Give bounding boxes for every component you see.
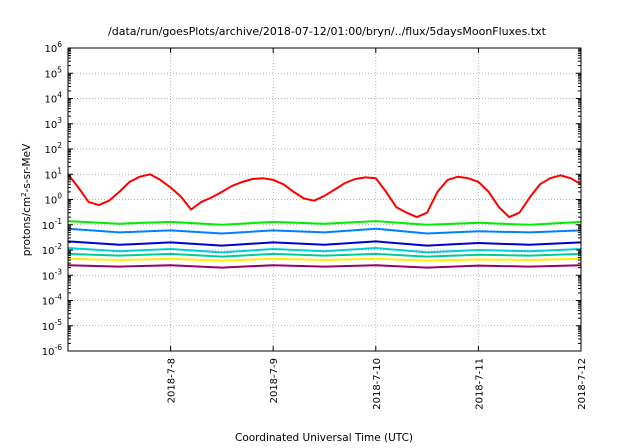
series-lines: [67, 173, 582, 269]
y-tick-label: 10-3: [42, 267, 62, 282]
y-tick-label: 10-6: [42, 343, 62, 358]
plot-frame: [67, 47, 582, 352]
series-line-3: [67, 227, 582, 235]
y-tick-label: 101: [44, 166, 62, 181]
x-tick-labels: 2018-7-8 2018-7-9 2018-7-10 2018-7-11 2018-7…: [167, 358, 588, 410]
y-tick-label: 102: [44, 141, 62, 156]
y-tick-label: 10-4: [42, 293, 62, 308]
series-line-8: [67, 264, 582, 269]
x-tick-label: 2018-7-10: [372, 358, 383, 410]
series-line-6: [67, 252, 582, 258]
series-line-1: [67, 173, 582, 219]
series-line-4: [67, 240, 582, 247]
y-tick-label: 100: [44, 192, 62, 207]
y-tick-labels: 10-6 10-5 10-4 10-3 10-2 10-1 100 101 102 103 104 1…: [42, 40, 62, 358]
y-tick-label: 10-1: [42, 217, 62, 232]
series-line-2: [67, 220, 582, 226]
x-tick-label: 2018-7-9: [269, 358, 280, 403]
grid-lines: [68, 48, 581, 351]
y-tick-label: 10-5: [42, 318, 62, 333]
y-tick-label: 105: [44, 65, 62, 80]
y-tick-label: 10-2: [42, 242, 62, 257]
y-tick-label: 104: [44, 91, 62, 106]
y-tick-label: 106: [44, 40, 62, 55]
y-tick-label: 103: [44, 116, 62, 131]
x-tick-label: 2018-7-12: [577, 358, 588, 410]
x-axis-label: Coordinated Universal Time (UTC): [235, 432, 413, 444]
series-line-5: [67, 247, 582, 254]
series-line-7: [67, 257, 582, 262]
x-tick-label: 2018-7-8: [167, 358, 178, 403]
axis-ticks: [68, 47, 582, 352]
y-axis-label: protons/cm2-s-sr-MeV: [20, 143, 33, 256]
chart-title: /data/run/goesPlots/archive/2018-07-12/0…: [108, 25, 547, 38]
x-tick-label: 2018-7-11: [474, 358, 485, 410]
